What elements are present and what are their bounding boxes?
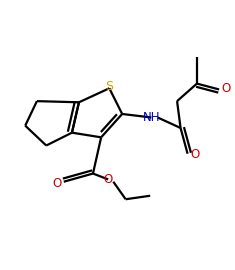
Text: O: O (221, 82, 230, 95)
Text: S: S (105, 80, 113, 93)
Text: O: O (53, 177, 62, 190)
Text: NH: NH (143, 111, 161, 124)
Text: O: O (190, 148, 199, 161)
Text: O: O (104, 173, 113, 186)
